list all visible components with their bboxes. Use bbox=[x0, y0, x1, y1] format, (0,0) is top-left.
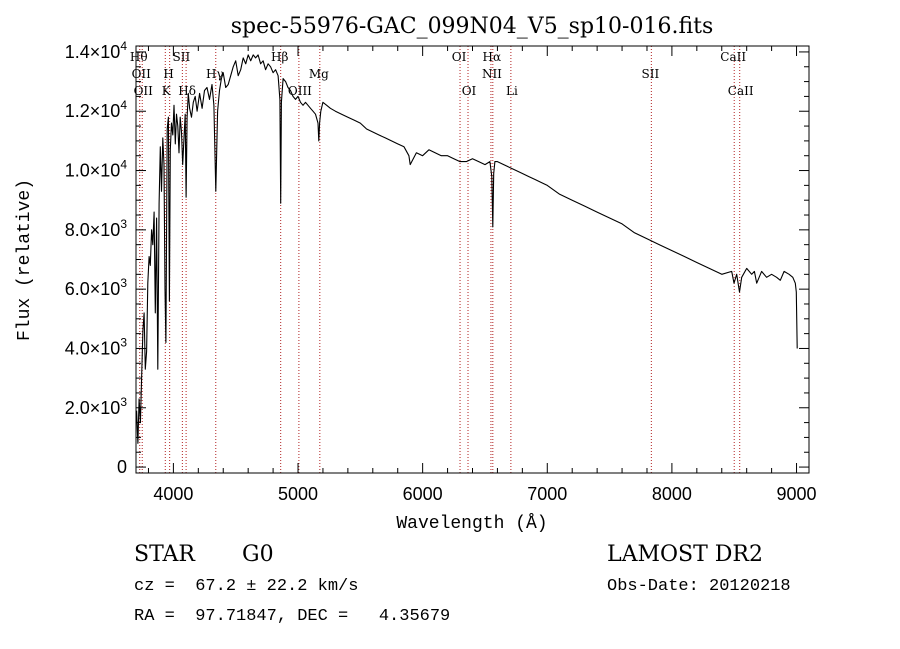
y-tick-label: 1.4×104 bbox=[65, 39, 128, 62]
line-label-lower-17: CaII bbox=[728, 84, 754, 98]
line-label-upper-1: OII bbox=[132, 67, 152, 81]
y-tick-exponent: 4 bbox=[120, 158, 127, 172]
x-tick-label: 4000 bbox=[153, 484, 193, 504]
line-label-upper-6: Hγ bbox=[206, 67, 224, 81]
line-label-lower-14: Li bbox=[506, 84, 518, 98]
y-tick-mantissa: 1.2×10 bbox=[65, 101, 121, 121]
spectrum-line-0 bbox=[136, 54, 798, 444]
x-tick-label: 7000 bbox=[527, 484, 567, 504]
x-tick-label: 5000 bbox=[278, 484, 318, 504]
y-tick-label: 2.0×103 bbox=[65, 395, 128, 418]
line-label-upper-10: OI bbox=[452, 50, 467, 64]
line-label-upper-0: Hθ bbox=[130, 50, 148, 64]
object-subclass: G0 bbox=[242, 542, 274, 567]
y-tick-exponent: 3 bbox=[120, 395, 127, 409]
line-label-upper-15: SII bbox=[641, 67, 659, 81]
survey-name: LAMOST DR2 bbox=[607, 542, 763, 567]
redshift-text: cz = 67.2 ± 22.2 km/s bbox=[134, 577, 358, 596]
x-tick-label: 9000 bbox=[777, 484, 817, 504]
y-axis: 02.0×1034.0×1036.0×1038.0×1031.0×1041.2×… bbox=[65, 39, 809, 477]
line-label-lower-11: OI bbox=[462, 84, 477, 98]
y-tick-exponent: 4 bbox=[120, 98, 127, 112]
y-tick-mantissa: 0 bbox=[117, 457, 127, 477]
y-tick-exponent: 3 bbox=[120, 335, 127, 349]
x-axis: 4000 5000 6000 7000 8000 9000 bbox=[147, 46, 817, 504]
y-tick-mantissa: 4.0×10 bbox=[65, 338, 121, 358]
line-label-upper-7: Hβ bbox=[271, 50, 288, 64]
y-tick-label: 4.0×103 bbox=[65, 335, 128, 358]
y-tick-mantissa: 1.4×10 bbox=[65, 42, 121, 62]
x-tick-label: 6000 bbox=[403, 484, 443, 504]
spectral-line-markers bbox=[139, 46, 741, 473]
line-label-lower-1: OII bbox=[134, 84, 154, 98]
y-tick-mantissa: 6.0×10 bbox=[65, 279, 121, 299]
x-tick-label: 8000 bbox=[652, 484, 692, 504]
line-label-upper-4: SII bbox=[173, 50, 191, 64]
y-axis-label: Flux (relative) bbox=[15, 179, 35, 341]
y-tick-exponent: 3 bbox=[120, 276, 127, 290]
line-label-lower-8: OIII bbox=[288, 84, 312, 98]
y-tick-label: 0 bbox=[117, 457, 127, 477]
line-label-lower-5: Hδ bbox=[178, 84, 196, 98]
obs-date: Obs-Date: 20120218 bbox=[607, 577, 791, 596]
object-class: STAR bbox=[134, 542, 196, 567]
y-tick-label: 1.0×104 bbox=[65, 158, 128, 181]
line-label-lower-12: NII bbox=[482, 67, 502, 81]
plot-frame bbox=[135, 45, 810, 474]
spectrum-series bbox=[136, 54, 798, 444]
chart-title: spec-55976-GAC_099N04_V5_sp10-016.fits bbox=[231, 14, 714, 39]
y-tick-label: 8.0×103 bbox=[65, 217, 128, 240]
y-tick-mantissa: 8.0×10 bbox=[65, 220, 121, 240]
y-tick-label: 1.2×104 bbox=[65, 98, 128, 121]
y-tick-exponent: 3 bbox=[120, 217, 127, 231]
y-tick-mantissa: 1.0×10 bbox=[65, 161, 121, 181]
line-label-upper-3: H bbox=[163, 67, 173, 81]
x-axis-label: Wavelength (Å) bbox=[396, 513, 547, 534]
coords-text: RA = 97.71847, DEC = 4.35679 bbox=[134, 607, 450, 626]
line-label-upper-16: CaII bbox=[720, 50, 746, 64]
y-tick-label: 6.0×103 bbox=[65, 276, 128, 299]
line-label-upper-13: Hα bbox=[483, 50, 502, 64]
line-label-lower-2: K bbox=[162, 84, 172, 98]
y-tick-exponent: 4 bbox=[120, 39, 127, 53]
y-tick-mantissa: 2.0×10 bbox=[65, 398, 121, 418]
line-label-upper-9: Mg bbox=[309, 67, 329, 81]
